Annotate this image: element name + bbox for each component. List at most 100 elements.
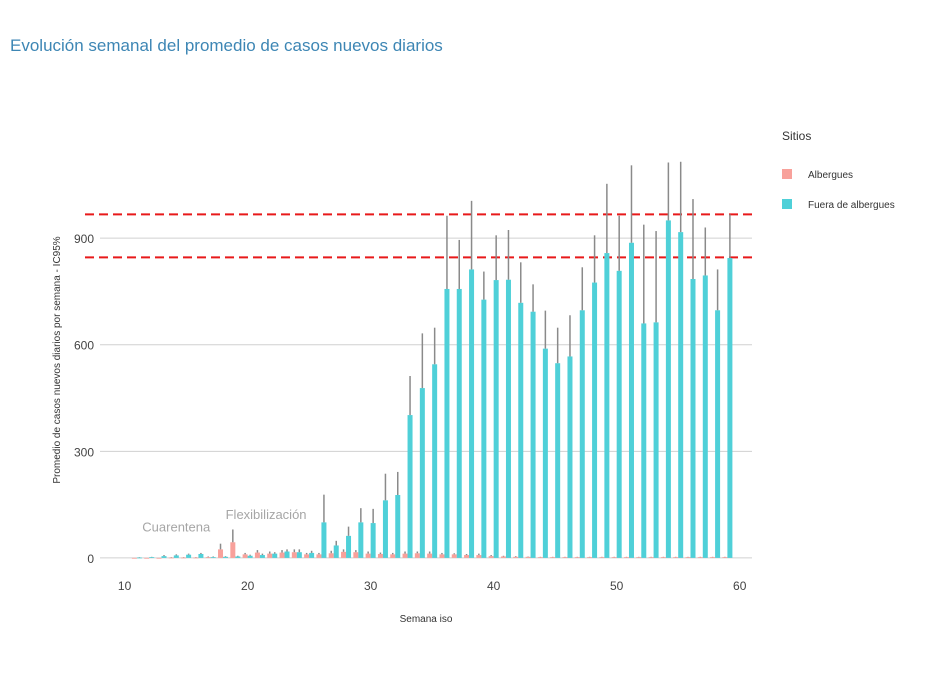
bar-albergues — [390, 554, 396, 558]
bar-fuera-de-albergues — [481, 299, 487, 558]
bar-albergues — [181, 557, 187, 559]
bar-albergues — [611, 557, 617, 558]
legend-swatch — [782, 169, 792, 179]
bar-albergues — [648, 557, 654, 558]
bar-fuera-de-albergues — [149, 557, 155, 558]
bar-albergues — [316, 554, 322, 558]
bar-fuera-de-albergues — [542, 348, 548, 558]
bar-fuera-de-albergues — [628, 242, 634, 558]
bar-fuera-de-albergues — [592, 282, 598, 558]
bar-albergues — [365, 553, 371, 558]
bar-albergues — [537, 557, 543, 558]
annotations: Cuarentena Flexibilización — [142, 507, 306, 534]
bar-albergues — [341, 551, 347, 558]
bar-fuera-de-albergues — [346, 535, 352, 558]
bar-fuera-de-albergues — [419, 388, 425, 558]
bar-albergues — [279, 552, 285, 558]
bar-fuera-de-albergues — [690, 279, 696, 558]
bar-albergues — [131, 557, 137, 559]
bar-albergues — [451, 554, 457, 558]
y-tick-label: 0 — [87, 552, 94, 566]
y-axis-label: Promedio de casos nuevos diarios por sem… — [52, 236, 63, 483]
bar-fuera-de-albergues — [395, 495, 401, 558]
bar-albergues — [218, 549, 224, 558]
bar-fuera-de-albergues — [382, 500, 388, 558]
bar-fuera-de-albergues — [444, 288, 450, 558]
bar-fuera-de-albergues — [665, 220, 671, 558]
y-tick-labels: 0 300 600 900 — [74, 232, 94, 566]
bar-albergues — [488, 556, 494, 558]
bar-albergues — [685, 557, 691, 558]
bar-albergues — [267, 553, 273, 558]
bar-fuera-de-albergues — [272, 553, 278, 558]
bar-fuera-de-albergues — [702, 275, 708, 558]
bar-albergues — [550, 557, 556, 558]
bar-fuera-de-albergues — [493, 280, 499, 558]
bar-albergues — [439, 554, 445, 558]
bar-albergues — [205, 557, 211, 558]
bar-fuera-de-albergues — [370, 523, 376, 558]
bar-albergues — [414, 553, 420, 558]
bar-fuera-de-albergues — [616, 270, 622, 558]
bar-albergues — [377, 553, 383, 558]
legend-title: Sitios — [782, 129, 811, 143]
bar-fuera-de-albergues — [432, 364, 438, 558]
bar-albergues — [623, 557, 629, 558]
bar-fuera-de-albergues — [309, 552, 315, 558]
bars — [131, 220, 733, 559]
x-tick-label: 40 — [487, 579, 501, 593]
bar-fuera-de-albergues — [136, 557, 142, 559]
bar-fuera-de-albergues — [579, 310, 585, 558]
reference-lines — [85, 213, 752, 259]
bar-albergues — [513, 556, 519, 558]
bar-albergues — [353, 552, 359, 558]
error-bars — [138, 161, 731, 558]
bar-albergues — [304, 554, 310, 558]
bar-albergues — [242, 554, 248, 558]
bar-albergues — [697, 557, 703, 558]
bar-fuera-de-albergues — [210, 557, 216, 558]
bar-fuera-de-albergues — [727, 258, 733, 558]
bar-fuera-de-albergues — [505, 279, 511, 558]
bar-albergues — [144, 557, 150, 559]
bar-fuera-de-albergues — [333, 545, 339, 558]
x-tick-label: 30 — [364, 579, 378, 593]
bar-fuera-de-albergues — [321, 522, 327, 558]
bar-fuera-de-albergues — [296, 552, 302, 558]
annotation-label: Flexibilización — [226, 507, 307, 522]
bar-albergues — [722, 557, 728, 558]
bar-fuera-de-albergues — [259, 555, 265, 558]
bar-fuera-de-albergues — [223, 556, 229, 558]
bar-albergues — [587, 557, 593, 558]
bar-fuera-de-albergues — [518, 302, 524, 558]
bar-fuera-de-albergues — [567, 356, 573, 558]
x-tick-label: 60 — [733, 579, 747, 593]
bar-albergues — [525, 556, 531, 558]
bar-fuera-de-albergues — [198, 553, 204, 558]
bar-albergues — [230, 542, 236, 558]
y-tick-label: 600 — [74, 339, 94, 353]
bar-fuera-de-albergues — [678, 232, 684, 558]
bar-fuera-de-albergues — [456, 288, 462, 558]
x-axis-label: Semana iso — [400, 614, 453, 625]
bar-albergues — [562, 557, 568, 558]
bar-albergues — [464, 555, 470, 558]
bar-albergues — [710, 557, 716, 558]
bar-fuera-de-albergues — [641, 323, 647, 558]
bar-albergues — [291, 552, 297, 558]
legend-label: Fuera de albergues — [808, 200, 895, 211]
bar-albergues — [156, 557, 162, 559]
bar-albergues — [427, 553, 433, 558]
legend-label: Albergues — [808, 170, 853, 181]
x-tick-label: 50 — [610, 579, 624, 593]
chart-title: Evolución semanal del promedio de casos … — [10, 36, 443, 55]
bar-fuera-de-albergues — [186, 554, 192, 558]
bar-albergues — [673, 557, 679, 558]
legend-swatch — [782, 199, 792, 209]
bar-fuera-de-albergues — [173, 555, 179, 558]
bar-fuera-de-albergues — [555, 363, 561, 558]
legend: Sitios Albergues Fuera de albergues — [782, 129, 895, 211]
bar-fuera-de-albergues — [235, 556, 241, 558]
bar-albergues — [254, 552, 260, 558]
x-tick-labels: 10 20 30 40 50 60 — [118, 579, 747, 593]
